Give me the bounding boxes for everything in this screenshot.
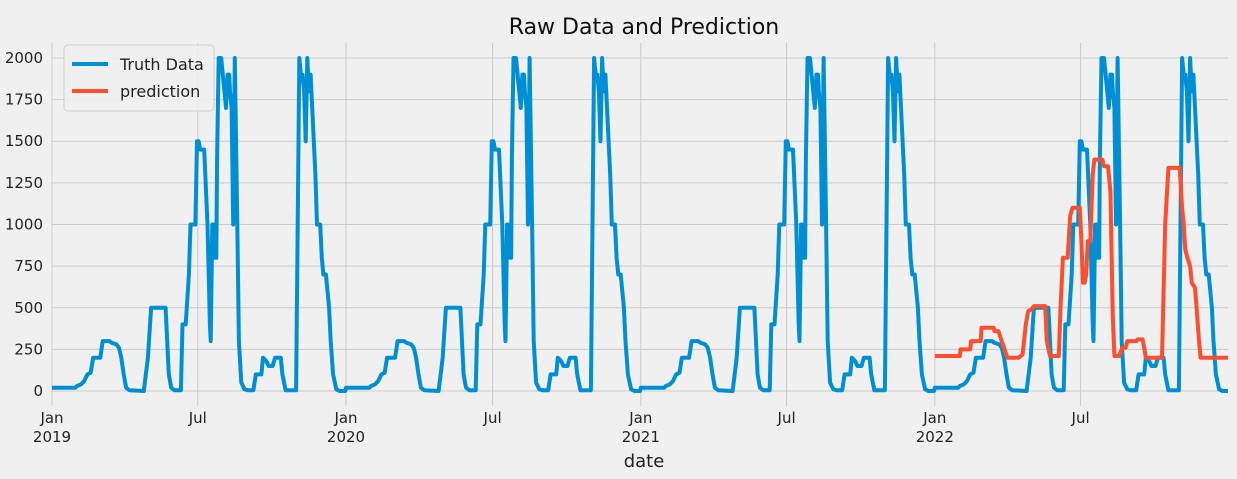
x-axis-label: date <box>624 451 665 472</box>
x-tick-year-label: 2019 <box>33 428 71 446</box>
tick-labels: 025050075010001250150017502000Jan2019Jul… <box>5 49 1090 446</box>
legend-label-prediction: prediction <box>120 82 200 101</box>
x-tick-label: Jan <box>39 409 63 427</box>
x-tick-label: Jan <box>333 409 357 427</box>
x-tick-label: Jul <box>188 409 207 427</box>
x-tick-label: Jul <box>1071 409 1090 427</box>
y-tick-label: 1750 <box>5 91 43 109</box>
y-tick-label: 1250 <box>5 174 43 192</box>
y-tick-label: 500 <box>14 299 43 317</box>
x-tick-label: Jan <box>628 409 652 427</box>
x-tick-year-label: 2022 <box>916 428 954 446</box>
series-line-prediction <box>934 157 1228 360</box>
chart-title: Raw Data and Prediction <box>509 15 779 40</box>
y-tick-label: 1500 <box>5 132 43 150</box>
series-group <box>52 56 1228 393</box>
x-tick-label: Jan <box>922 409 946 427</box>
y-tick-label: 0 <box>33 382 43 400</box>
x-tick-label: Jul <box>777 409 796 427</box>
y-tick-label: 1000 <box>5 216 43 234</box>
x-tick-year-label: 2021 <box>622 428 660 446</box>
x-tick-label: Jul <box>483 409 502 427</box>
grid <box>51 43 1228 406</box>
y-tick-label: 750 <box>14 257 43 275</box>
y-tick-label: 250 <box>14 340 43 358</box>
legend-box <box>63 44 215 112</box>
legend: Truth Data prediction <box>63 44 215 112</box>
legend-label-truth: Truth Data <box>119 55 204 74</box>
x-tick-year-label: 2020 <box>327 428 365 446</box>
series-line-truth-data <box>52 56 1228 393</box>
y-tick-label: 2000 <box>5 49 43 67</box>
